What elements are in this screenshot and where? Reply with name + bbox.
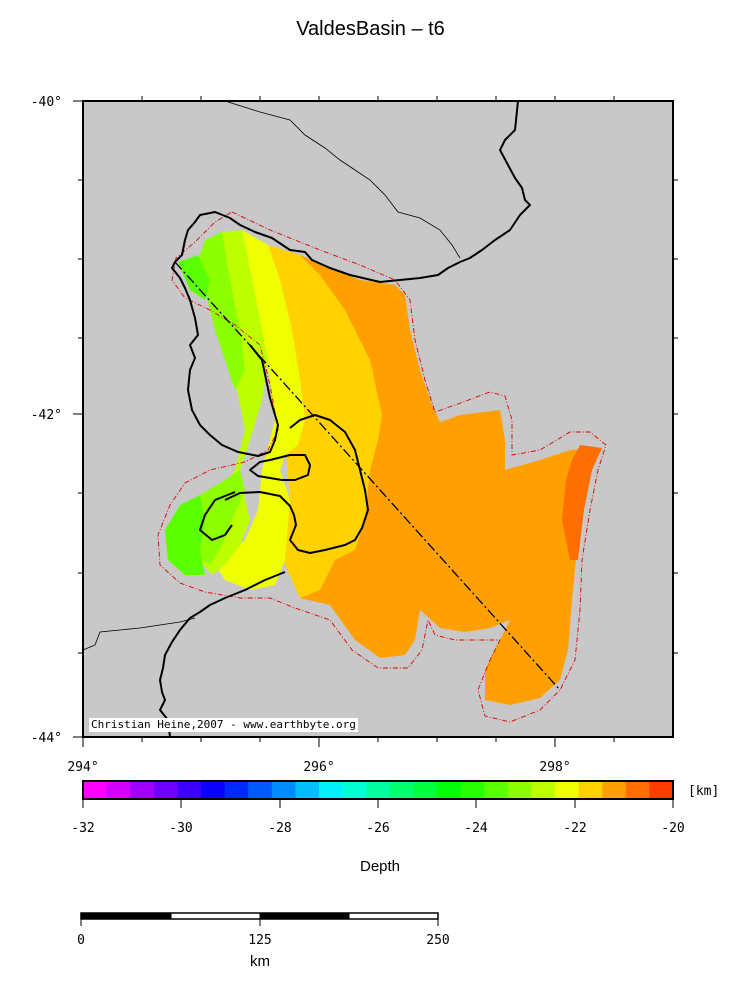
colorbar-cell (153, 781, 178, 799)
map-credit: Christian Heine,2007 - www.earthbyte.org (89, 718, 358, 732)
basin-outline (157, 211, 607, 723)
scalebar-tick-label: 125 (248, 933, 271, 948)
colorbar-ticks (82, 799, 674, 808)
colorbar-cell (342, 781, 367, 799)
colorbar-cell (83, 781, 108, 799)
colorbar-tick-label: -22 (563, 821, 586, 836)
colorbar-cell (177, 781, 202, 799)
colorbar-cell (484, 781, 509, 799)
depth-region-gold (268, 245, 382, 598)
depth-region-yellow (215, 230, 305, 590)
frame-ticks (73, 96, 678, 747)
colorbar-cell (507, 781, 532, 799)
depth-region-yellow-green (200, 230, 268, 575)
colorbar-tick-label: -24 (464, 821, 488, 836)
colorbar-tick-label: -26 (366, 821, 389, 836)
colorbar-cell (437, 781, 462, 799)
depth-region-light-green (195, 232, 245, 565)
scale-bar (80, 912, 439, 926)
colorbar-cell (578, 781, 603, 799)
lat-label: -40° (31, 95, 62, 110)
depth-region-green (165, 255, 210, 575)
colorbar-cell (295, 781, 320, 799)
colorbar-cell (130, 781, 155, 799)
lon-label: 296° (303, 760, 334, 775)
colorbar-cell (460, 781, 485, 799)
scalebar-tick-label: 250 (426, 933, 449, 948)
colorbar-cell (602, 781, 627, 799)
colorbar-unit: [km] (688, 784, 719, 799)
colorbar-cell (248, 781, 273, 799)
scalebar-unit: km (250, 953, 270, 970)
colorbar-cell (366, 781, 391, 799)
coastline-thin (82, 100, 461, 651)
colorbar-cell (106, 781, 131, 799)
colorbar-cell (413, 781, 438, 799)
colorbar-cell (531, 781, 556, 799)
colorbar-tick-label: -28 (268, 821, 291, 836)
colorbar-cell (625, 781, 650, 799)
depth-region-dark-orange (562, 445, 602, 560)
colorbar-cell (389, 781, 414, 799)
coastline (159, 100, 531, 738)
colorbar-tick-label: -30 (169, 821, 192, 836)
colorbar (83, 781, 674, 799)
colorbar-cell (555, 781, 580, 799)
colorbar-cell (319, 781, 344, 799)
transect-line (174, 261, 561, 691)
basin-depth-field (165, 230, 602, 705)
colorbar-tick-label: -32 (71, 821, 94, 836)
lat-label: -42° (31, 408, 62, 423)
lon-label: 298° (539, 760, 570, 775)
colorbar-cell (201, 781, 226, 799)
lat-label: -44° (31, 731, 62, 746)
lon-label: 294° (67, 760, 98, 775)
colorbar-cell (224, 781, 249, 799)
map-title: ValdesBasin – t6 (296, 18, 445, 40)
colorbar-cell (271, 781, 296, 799)
colorbar-tick-label: -20 (661, 821, 684, 836)
colorbar-title: Depth (359, 858, 401, 875)
colorbar-cell (649, 781, 674, 799)
scalebar-tick-label: 0 (77, 933, 85, 948)
